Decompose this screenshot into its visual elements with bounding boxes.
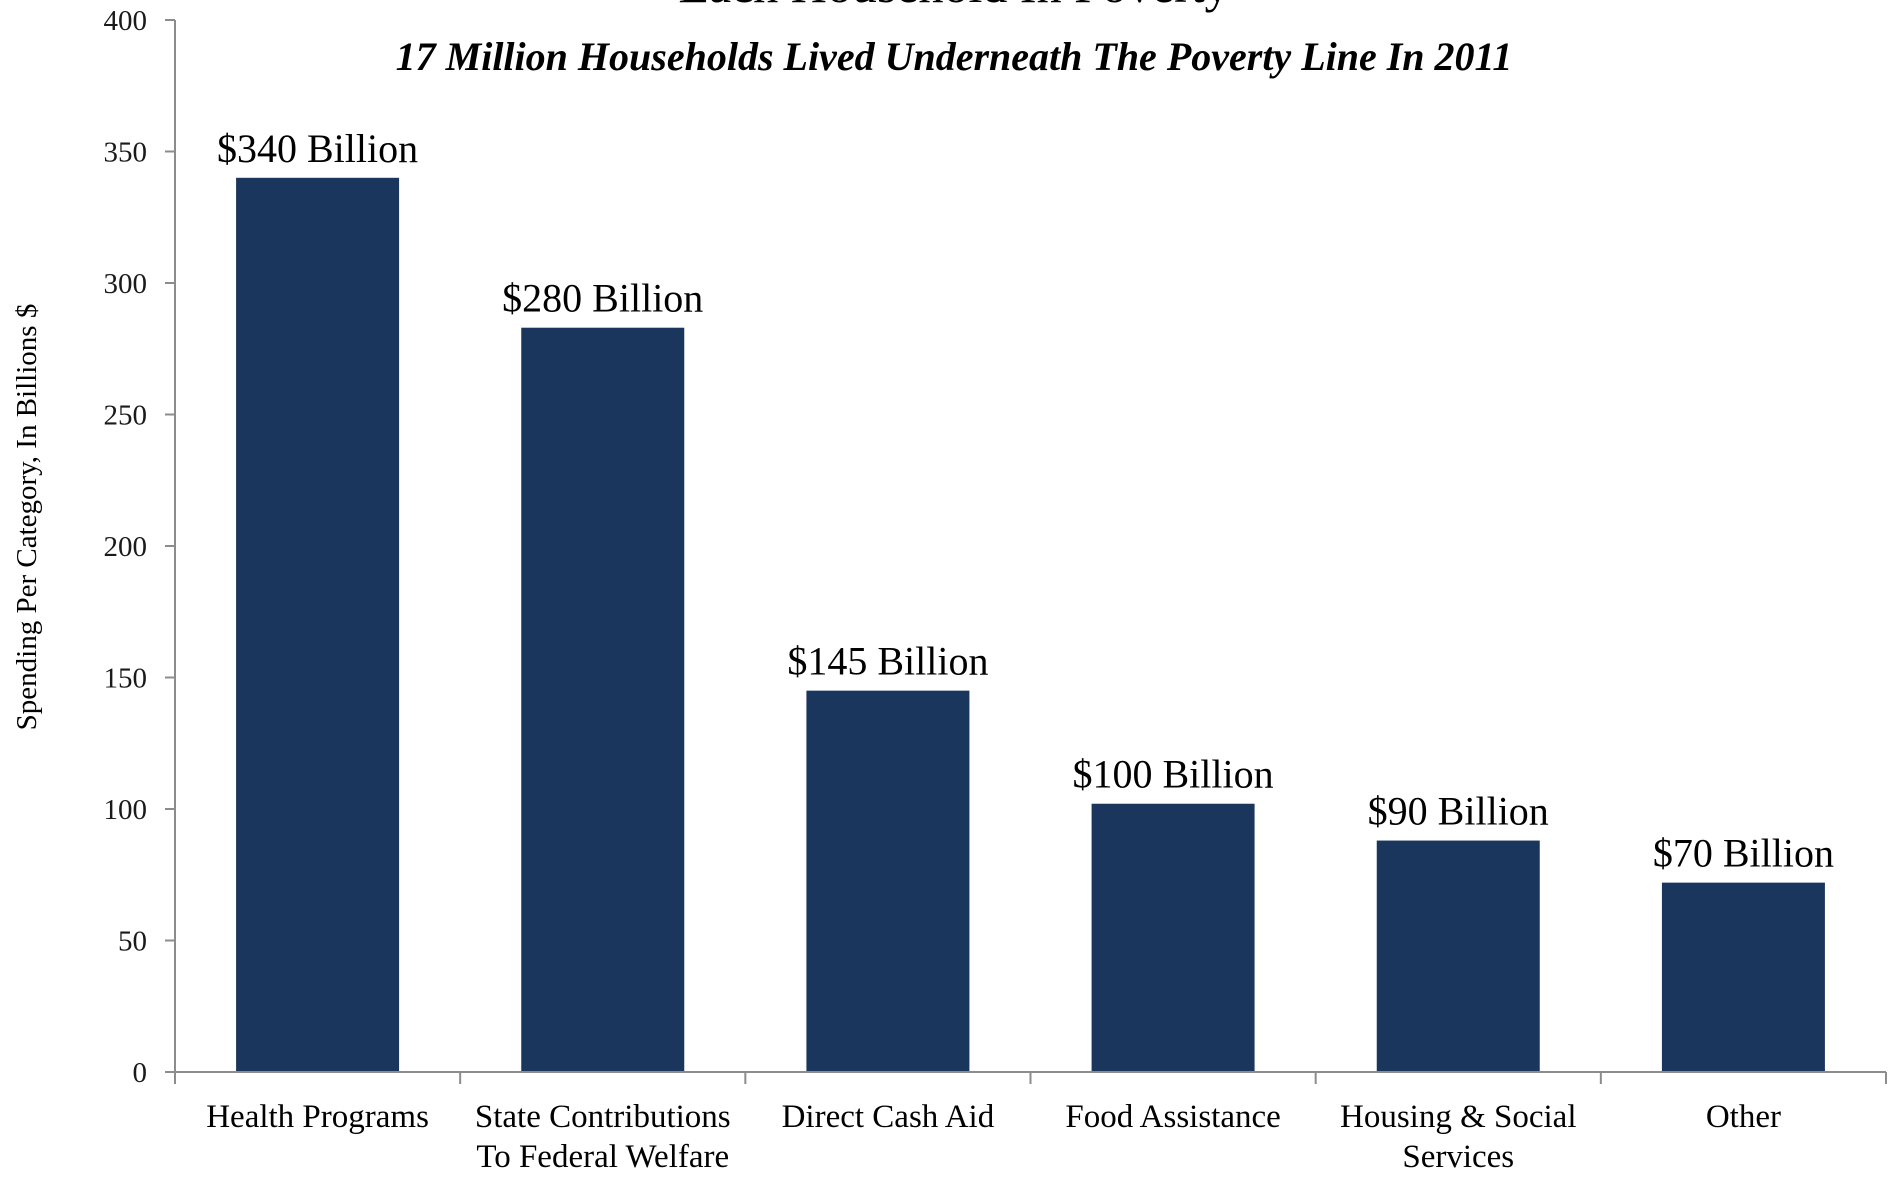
category-label: Health Programs	[206, 1099, 429, 1135]
bar	[806, 690, 970, 1072]
chart-title: Each Household In Poverty	[678, 0, 1229, 13]
bar	[1661, 882, 1825, 1072]
category-label: To Federal Welfare	[476, 1139, 729, 1175]
data-label: $70 Billion	[1653, 831, 1834, 876]
category-label: Services	[1402, 1139, 1514, 1175]
y-tick-label: 0	[133, 1057, 148, 1089]
y-tick-label: 300	[104, 268, 148, 300]
y-axis-label: Spending Per Category, In Billions $	[11, 304, 43, 731]
y-tick-label: 50	[118, 926, 147, 958]
category-label: Housing & Social	[1340, 1099, 1577, 1135]
category-label: Other	[1706, 1099, 1781, 1135]
bar	[1376, 840, 1540, 1072]
y-tick-label: 150	[104, 663, 148, 695]
data-label: $340 Billion	[217, 126, 418, 171]
category-label: State Contributions	[475, 1099, 731, 1135]
bar	[236, 177, 400, 1073]
y-tick-label: 400	[104, 5, 148, 37]
category-label: Food Assistance	[1065, 1099, 1280, 1135]
chart-subtitle: 17 Million Households Lived Underneath T…	[396, 34, 1513, 79]
data-label: $90 Billion	[1368, 789, 1549, 834]
bar	[521, 327, 685, 1073]
data-label: $280 Billion	[502, 276, 703, 321]
category-label: Direct Cash Aid	[782, 1099, 995, 1135]
y-tick-label: 250	[104, 400, 148, 432]
y-tick-label: 100	[104, 794, 148, 826]
bar	[1091, 803, 1255, 1072]
y-tick-label: 350	[104, 137, 148, 169]
data-label: $100 Billion	[1073, 752, 1274, 797]
data-label: $145 Billion	[787, 639, 988, 684]
y-tick-label: 200	[104, 531, 148, 563]
